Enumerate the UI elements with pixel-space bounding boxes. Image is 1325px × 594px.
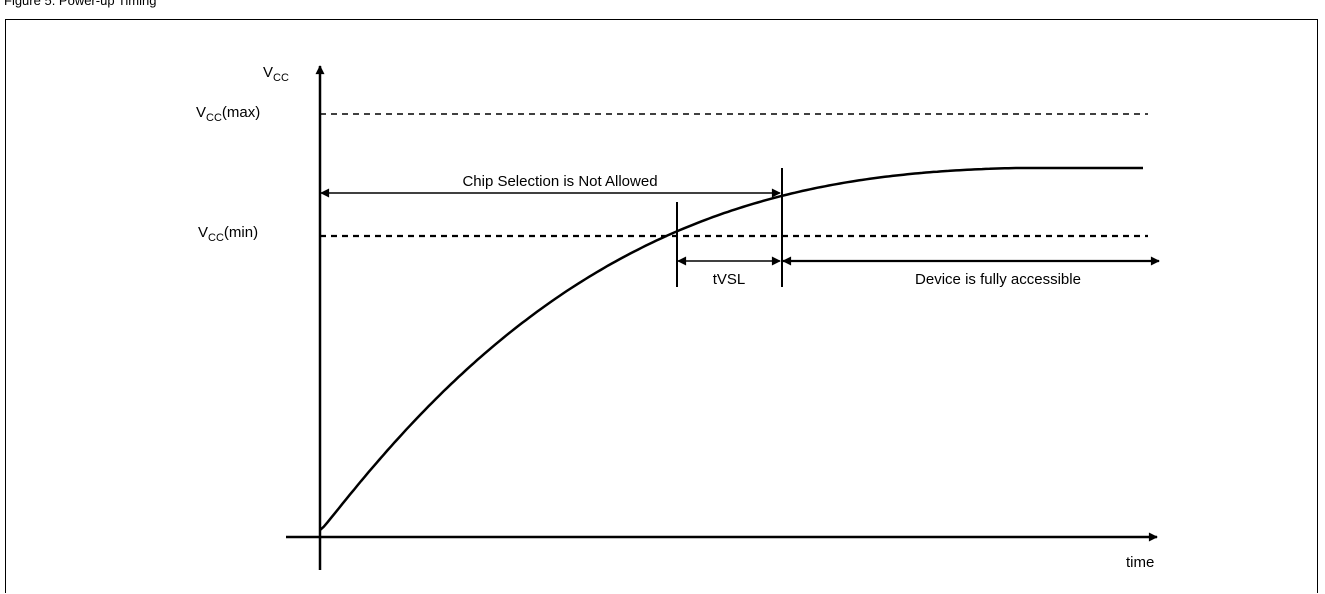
y-axis-label: VCC (263, 64, 289, 84)
figure-caption: Figure 5. Power-up Timing (4, 0, 157, 8)
vcc-min-label: VCC(min) (198, 224, 258, 244)
figure-caption-strip: Figure 5. Power-up Timing (0, 0, 1325, 20)
vcc-max-label: VCC(max) (196, 104, 260, 124)
figure-frame (5, 19, 1318, 593)
x-axis-label: time (1126, 554, 1154, 571)
vcc-rise-curve (319, 166, 1143, 531)
device-accessible-label: Device is fully accessible (915, 271, 1081, 288)
chip-selection-label: Chip Selection is Not Allowed (462, 173, 657, 190)
tvsl-label: tVSL (713, 271, 746, 288)
